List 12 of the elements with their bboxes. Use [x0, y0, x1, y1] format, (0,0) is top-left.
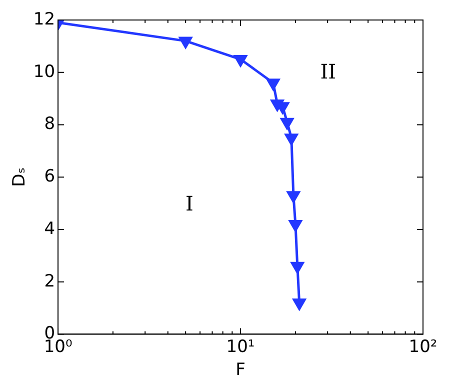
x-axis-title: F [236, 360, 246, 380]
annotation: II [320, 60, 336, 84]
y-tick-label: 10 [33, 62, 56, 82]
x-tick-label: 10¹ [226, 336, 255, 357]
y-tick-label: 4 [44, 218, 56, 239]
y-tick-label: 6 [44, 166, 56, 187]
y-axis-title: Dₛ [10, 167, 30, 187]
y-tick-label: 2 [44, 271, 56, 292]
annotation: I [185, 192, 194, 216]
y-tick-label: 12 [33, 9, 56, 30]
y-tick-label: 8 [44, 114, 56, 134]
x-tick-label: 10² [408, 336, 438, 357]
